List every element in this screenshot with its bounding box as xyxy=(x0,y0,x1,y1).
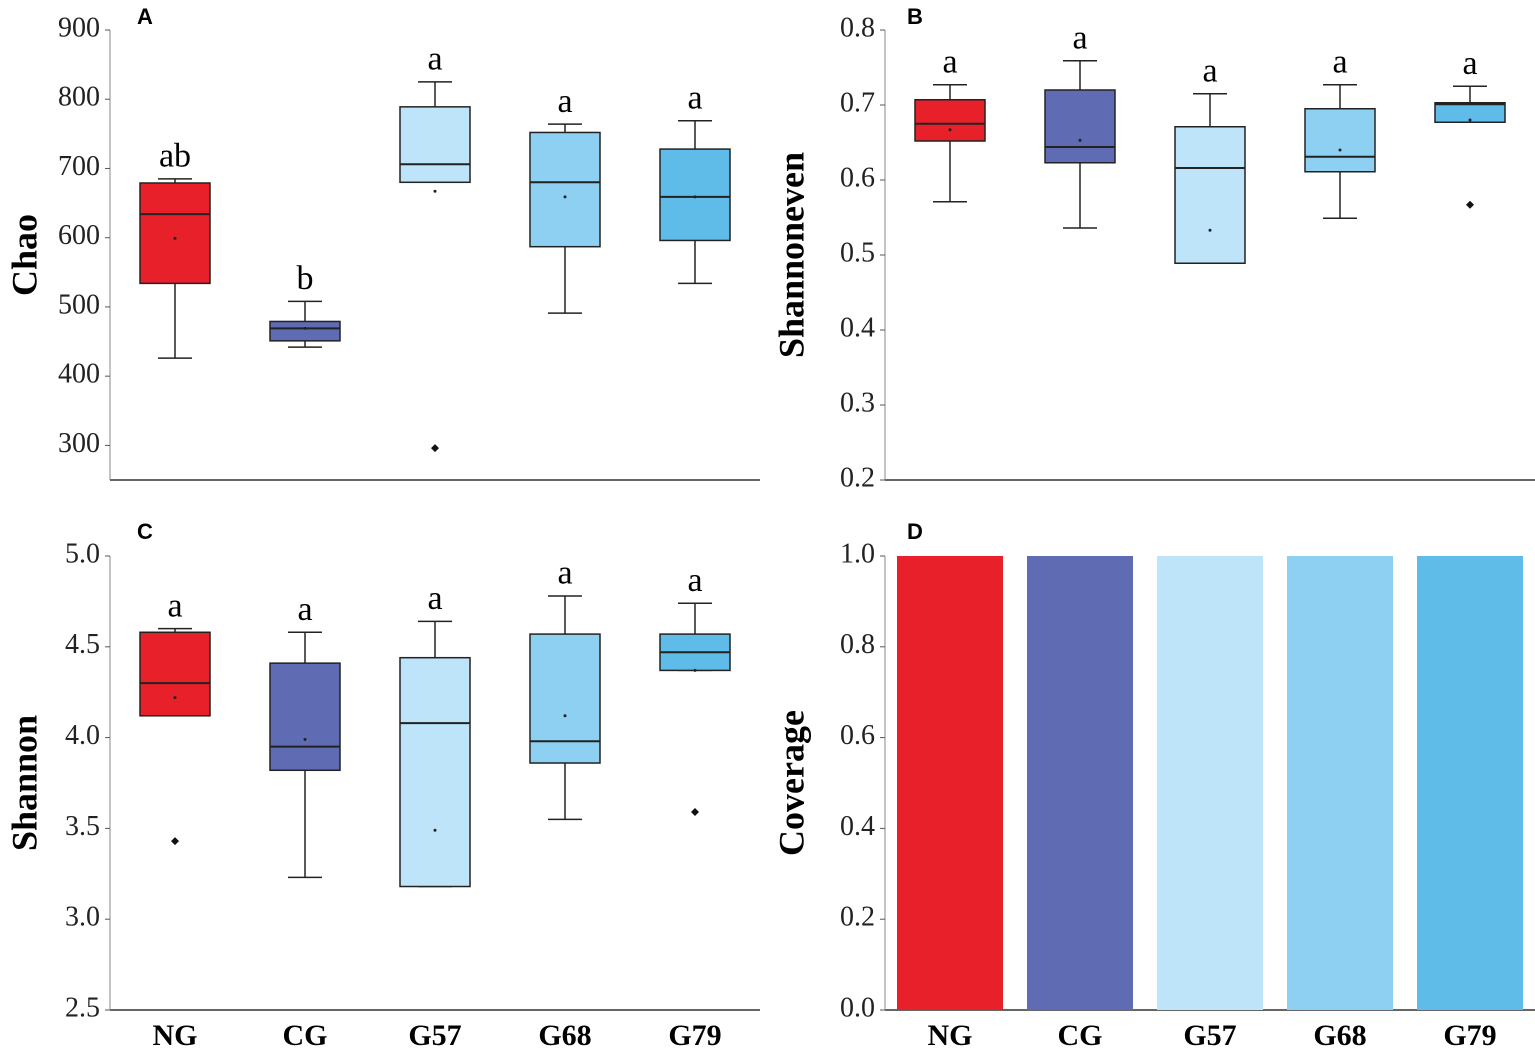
box xyxy=(399,106,471,184)
y-tick-label: 0.2 xyxy=(840,902,875,933)
y-axis-label: Shannoneven xyxy=(771,152,811,358)
mean xyxy=(563,714,567,718)
x-tick-label: CG xyxy=(1058,1019,1103,1052)
box xyxy=(139,631,211,717)
x-tick-label: G68 xyxy=(1313,1019,1366,1052)
box xyxy=(399,656,471,888)
panel-label: C xyxy=(137,519,153,544)
box xyxy=(1304,108,1376,173)
significance-letter: a xyxy=(557,555,572,592)
y-axis-label: Chao xyxy=(4,214,44,296)
y-tick-label: 400 xyxy=(58,359,100,390)
y-tick-label: 800 xyxy=(58,82,100,113)
mean xyxy=(1338,148,1342,152)
y-tick-label: 900 xyxy=(58,12,100,43)
y-tick-label: 0.2 xyxy=(840,462,875,493)
y-tick-label: 3.0 xyxy=(65,902,100,933)
mean xyxy=(1078,138,1082,142)
significance-letter: a xyxy=(297,591,312,628)
box xyxy=(659,148,731,242)
x-tick-label: G57 xyxy=(1183,1019,1236,1052)
x-tick-label: G57 xyxy=(408,1019,461,1052)
bar xyxy=(897,556,1003,1010)
y-tick-label: 600 xyxy=(58,220,100,251)
y-axis-label: Shannon xyxy=(4,715,44,851)
bar xyxy=(1157,556,1263,1010)
box xyxy=(269,320,341,342)
outlier xyxy=(171,837,179,846)
box xyxy=(914,99,986,142)
mean xyxy=(1468,118,1472,122)
y-tick-label: 2.5 xyxy=(65,992,100,1023)
mean xyxy=(563,195,567,199)
y-axis-label: Coverage xyxy=(771,710,811,856)
y-tick-label: 0.0 xyxy=(840,992,875,1023)
bar xyxy=(1417,556,1523,1010)
mean xyxy=(1208,228,1212,232)
significance-letter: a xyxy=(687,562,702,599)
significance-letter: a xyxy=(427,580,442,617)
x-tick-label: G68 xyxy=(538,1019,591,1052)
mean xyxy=(693,668,697,672)
y-tick-label: 300 xyxy=(58,428,100,459)
mean xyxy=(303,326,307,330)
significance-letter: a xyxy=(1072,20,1087,57)
significance-letter: a xyxy=(1332,44,1347,81)
y-tick-label: 0.5 xyxy=(840,237,875,268)
panel-label: A xyxy=(137,4,153,29)
significance-letter: a xyxy=(427,41,442,78)
y-tick-label: 0.4 xyxy=(840,312,875,343)
mean xyxy=(433,828,437,832)
x-tick-label: G79 xyxy=(1443,1019,1496,1052)
y-tick-label: 4.5 xyxy=(65,629,100,660)
significance-letter: a xyxy=(942,44,957,81)
box xyxy=(1044,89,1116,164)
significance-letter: a xyxy=(1462,45,1477,82)
significance-letter: a xyxy=(167,587,182,624)
panel-label: B xyxy=(907,4,923,29)
outlier xyxy=(431,444,439,453)
bar xyxy=(1287,556,1393,1010)
y-tick-label: 500 xyxy=(58,289,100,320)
box xyxy=(269,662,341,772)
y-tick-label: 0.3 xyxy=(840,387,875,418)
y-tick-label: 0.8 xyxy=(840,12,875,43)
x-tick-label: CG xyxy=(283,1019,328,1052)
mean xyxy=(693,195,697,199)
y-tick-label: 0.6 xyxy=(840,162,875,193)
box xyxy=(1434,102,1506,123)
box xyxy=(529,131,601,248)
bar xyxy=(1027,556,1133,1010)
mean xyxy=(303,737,307,741)
significance-letter: a xyxy=(1202,53,1217,90)
y-tick-label: 0.4 xyxy=(840,811,875,842)
y-tick-label: 4.0 xyxy=(65,720,100,751)
outlier xyxy=(691,808,699,817)
y-tick-label: 5.0 xyxy=(65,538,100,569)
y-tick-label: 700 xyxy=(58,151,100,182)
outlier xyxy=(1466,200,1474,209)
mean xyxy=(433,189,437,193)
y-tick-label: 0.8 xyxy=(840,629,875,660)
x-tick-label: NG xyxy=(928,1019,973,1052)
box xyxy=(139,182,211,285)
mean xyxy=(173,696,177,700)
box xyxy=(1174,126,1246,264)
significance-letter: a xyxy=(687,79,702,116)
mean xyxy=(948,128,952,132)
x-tick-label: NG xyxy=(153,1019,198,1052)
panel-label: D xyxy=(907,519,923,544)
mean xyxy=(173,236,177,240)
x-tick-label: G79 xyxy=(668,1019,721,1052)
y-tick-label: 3.5 xyxy=(65,811,100,842)
y-tick-label: 0.6 xyxy=(840,720,875,751)
significance-letter: b xyxy=(297,260,314,297)
y-tick-label: 0.7 xyxy=(840,87,875,118)
significance-letter: ab xyxy=(159,138,191,175)
y-tick-label: 1.0 xyxy=(840,538,875,569)
box xyxy=(529,633,601,764)
significance-letter: a xyxy=(557,83,572,120)
